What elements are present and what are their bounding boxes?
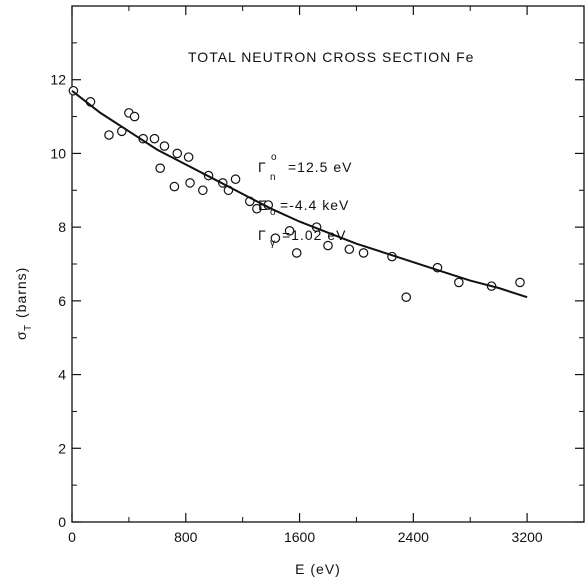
x-axis-label: E (eV) xyxy=(295,561,341,577)
data-marks xyxy=(68,85,528,302)
data-point xyxy=(155,163,165,173)
x-tick-label: 800 xyxy=(174,529,198,545)
gamma-g-value: =1.02 eV xyxy=(282,227,346,243)
y-tick-label: 0 xyxy=(58,514,66,530)
data-point xyxy=(401,292,412,302)
data-point xyxy=(172,148,183,159)
plot-frame xyxy=(71,5,585,523)
data-point xyxy=(344,244,355,255)
gamma-g-sub: γ xyxy=(270,238,276,249)
fit-curve xyxy=(71,90,528,299)
x-tick-label: 3200 xyxy=(512,529,543,545)
x-tick-label: 1600 xyxy=(284,529,315,545)
axis-ticks: 0 800 1600 2400 3200 0 2 4 6 8 10 12 xyxy=(50,6,584,545)
data-point xyxy=(149,133,160,144)
x-tick-label: 0 xyxy=(68,529,76,545)
y-tick-label: 10 xyxy=(50,145,66,161)
data-point xyxy=(454,277,464,288)
data-point xyxy=(358,248,369,258)
data-point xyxy=(159,141,170,151)
annotation-gamma-n: Γ n o =12.5 eV xyxy=(258,152,352,183)
data-point xyxy=(104,130,114,140)
data-point xyxy=(323,240,333,251)
data-point xyxy=(198,185,208,196)
gamma-g-symbol: Γ xyxy=(258,227,267,243)
plot-border xyxy=(71,5,585,523)
ylabel-unit: (barns) xyxy=(13,267,29,318)
data-point xyxy=(515,277,525,288)
gamma-n-value: =12.5 eV xyxy=(288,159,352,175)
data-point xyxy=(169,181,180,192)
data-point xyxy=(284,226,295,236)
data-point xyxy=(129,111,140,122)
data-point xyxy=(270,233,281,243)
gamma-n-symbol: Γ xyxy=(258,159,267,175)
chart-title: TOTAL NEUTRON CROSS SECTION Fe xyxy=(188,49,474,65)
ylabel-symbol: σ xyxy=(13,330,29,340)
gamma-n-sub: n xyxy=(270,172,277,183)
data-point xyxy=(230,174,241,185)
y-axis-label: σ T (barns) xyxy=(13,267,34,340)
data-point xyxy=(185,178,195,188)
x-tick-label: 2400 xyxy=(398,529,429,545)
e0-value: =-4.4 keV xyxy=(280,197,349,213)
gamma-n-sup: o xyxy=(271,152,278,163)
annotation-e0: E o =-4.4 keV xyxy=(258,197,349,218)
ylabel-sub: T xyxy=(23,324,34,331)
y-tick-label: 12 xyxy=(50,72,66,88)
y-tick-label: 6 xyxy=(58,293,66,309)
y-tick-label: 8 xyxy=(58,219,66,235)
y-tick-label: 4 xyxy=(58,367,66,383)
y-tick-label: 2 xyxy=(58,440,66,456)
e0-sub: o xyxy=(270,207,277,218)
data-point xyxy=(291,248,302,258)
e0-symbol: E xyxy=(258,197,268,213)
data-point xyxy=(183,152,194,162)
annotation-gamma-gamma: Γ γ =1.02 eV xyxy=(258,227,346,249)
data-point xyxy=(252,203,262,214)
